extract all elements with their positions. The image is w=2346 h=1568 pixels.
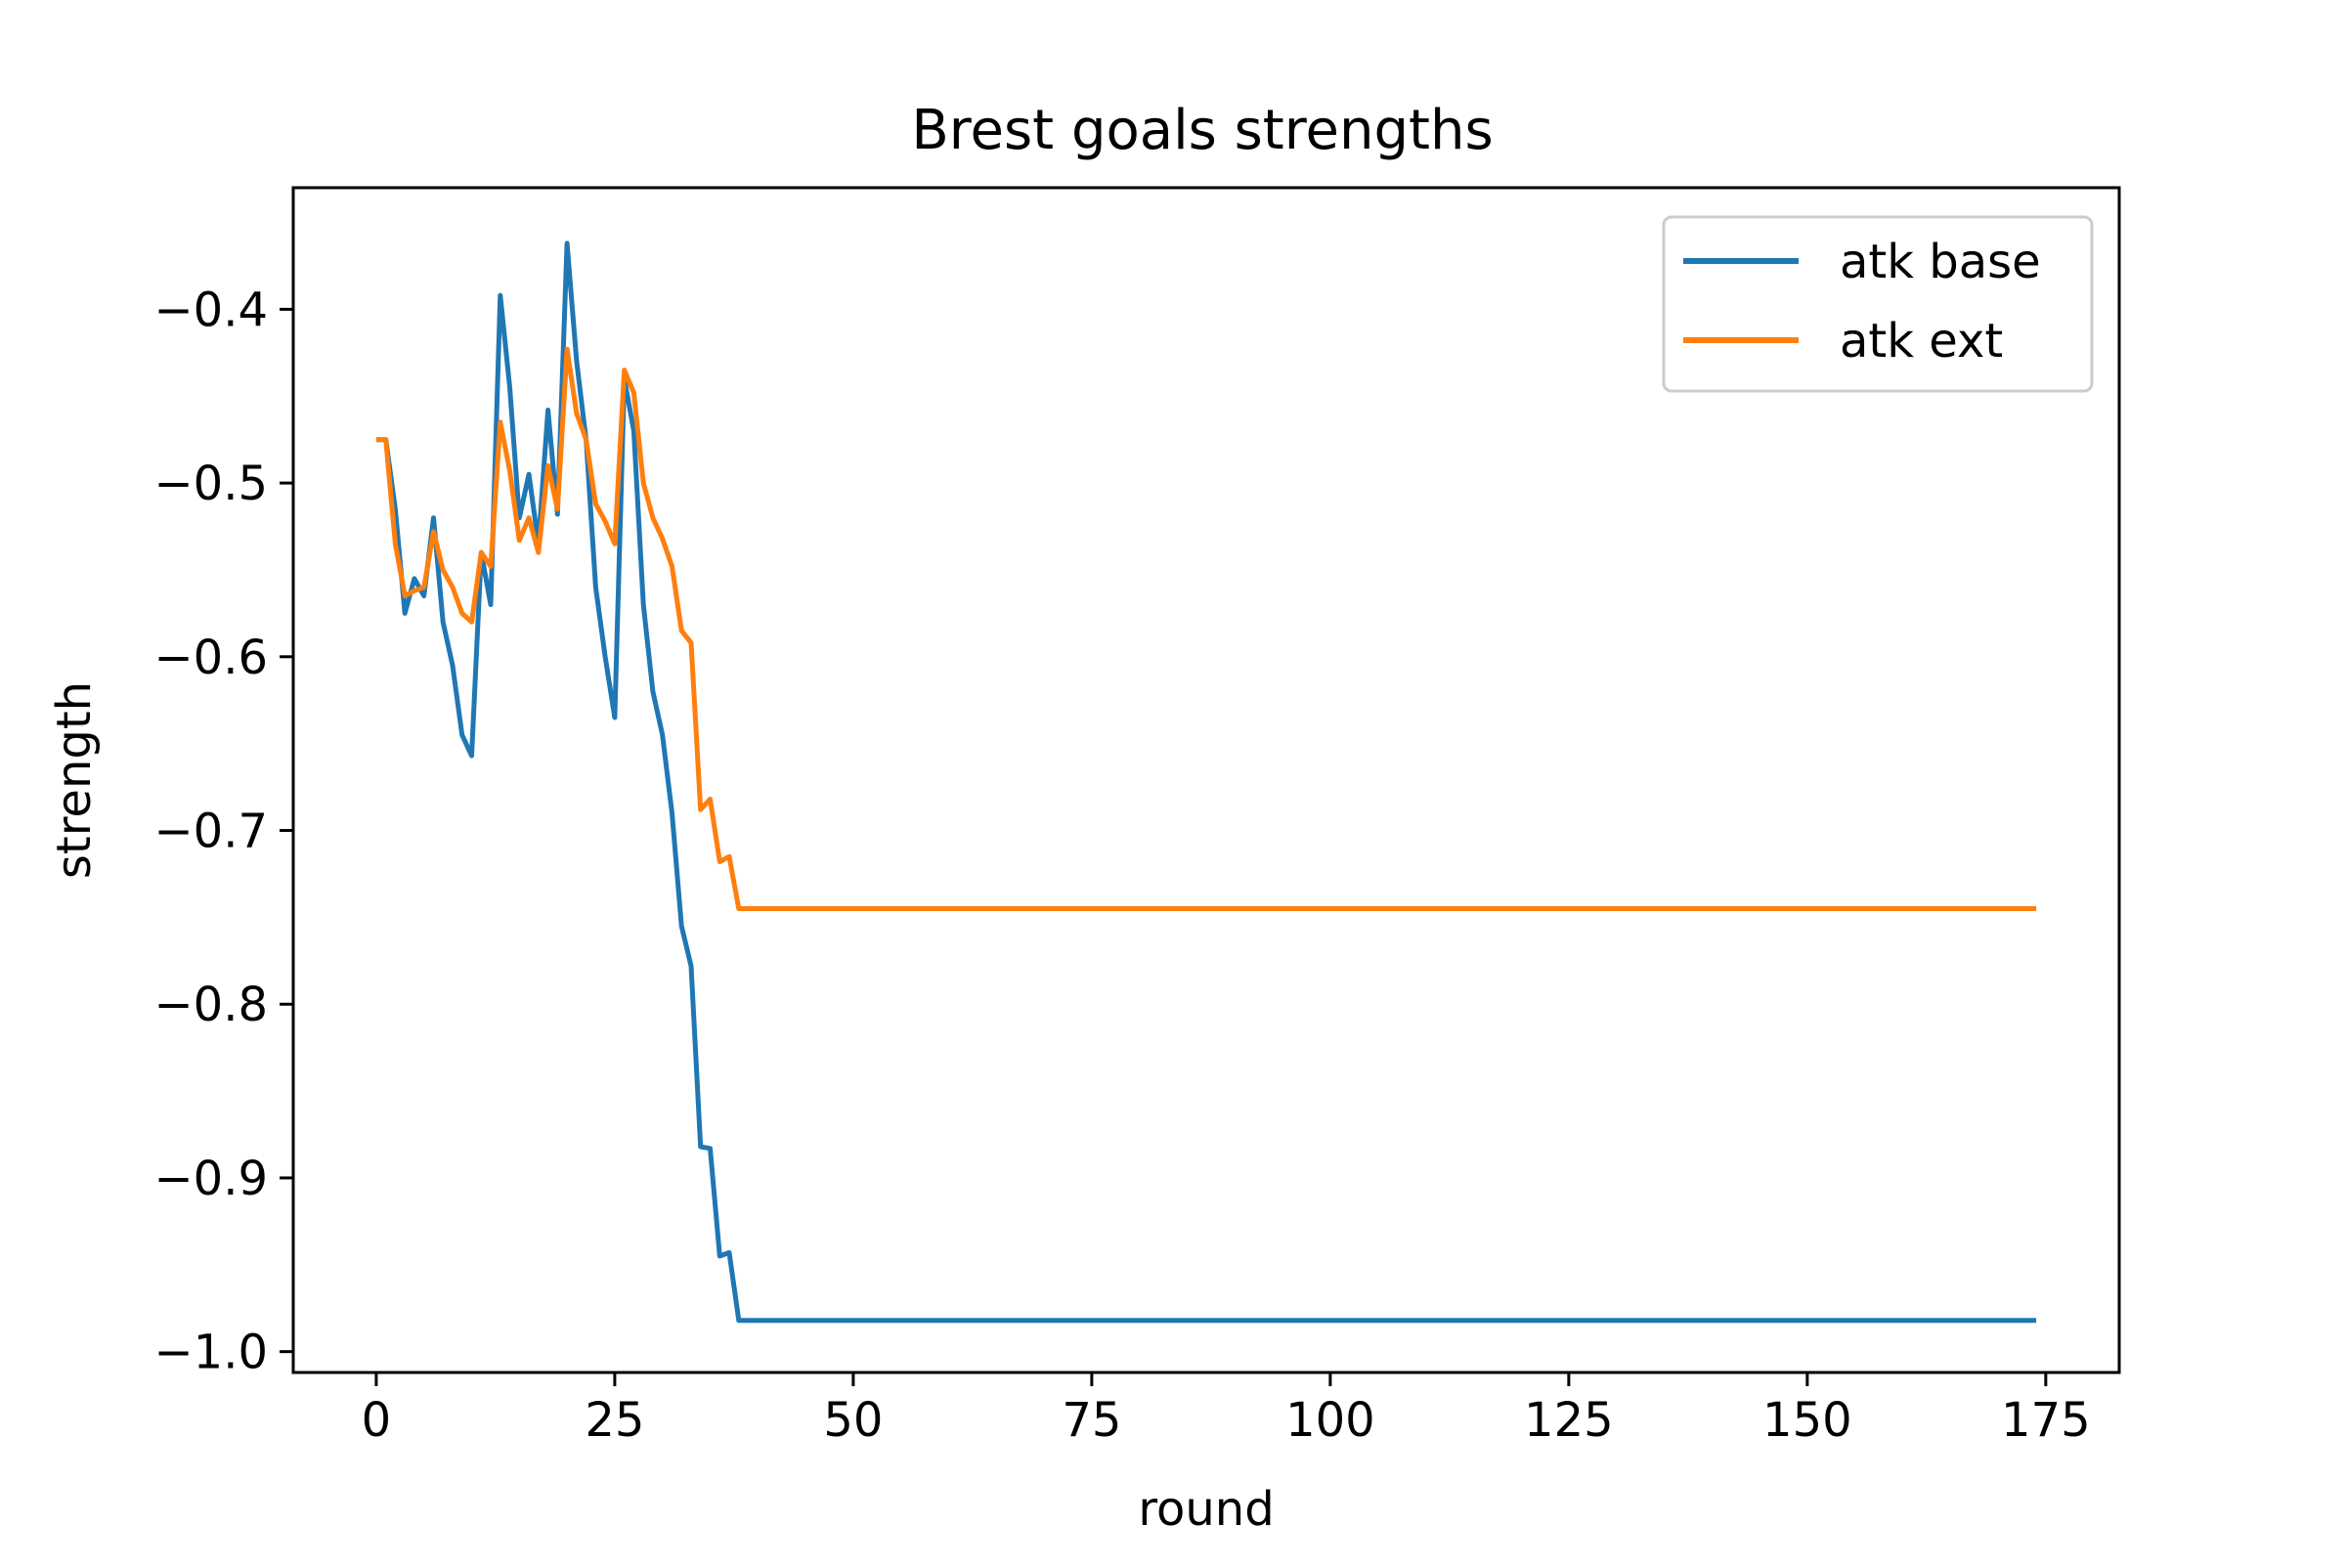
plot-frame (291, 186, 2121, 1374)
y-tick-label: −0.7 (153, 805, 268, 859)
x-tick-label: 0 (362, 1393, 392, 1448)
y-tick-label: −0.5 (153, 457, 268, 511)
x-tick-label: 50 (823, 1393, 883, 1448)
series-line-atk-ext (375, 346, 2037, 911)
x-tick-label: 75 (1062, 1393, 1121, 1448)
series-line-atk-base (375, 240, 2037, 1324)
legend-label-atk-ext: atk ext (1840, 314, 2003, 369)
y-tick-label: −0.4 (153, 283, 268, 337)
legend-label-atk-base: atk base (1840, 235, 2041, 289)
y-axis-label: strength (47, 681, 102, 879)
chart-title: Brest goals strengths (911, 99, 1493, 162)
x-tick-label: 100 (1285, 1393, 1375, 1448)
y-tick-label: −0.6 (153, 631, 268, 685)
x-tick-label: 175 (2001, 1393, 2091, 1448)
x-axis-ticks: 0 25 50 75 100 125 150 175 (362, 1372, 2091, 1448)
x-tick-label: 125 (1524, 1393, 1614, 1448)
y-tick-label: −1.0 (153, 1326, 268, 1380)
axes (291, 186, 2121, 1374)
y-axis-ticks: −1.0 −0.9 −0.8 −0.7 −0.6 −0.5 −0.4 (153, 283, 293, 1380)
y-tick-label: −0.9 (153, 1152, 268, 1206)
x-tick-label: 25 (585, 1393, 644, 1448)
x-axis-label: round (1138, 1482, 1274, 1537)
x-tick-label: 150 (1762, 1393, 1852, 1448)
plot-area (375, 240, 2037, 1324)
legend: atk base atk ext (1662, 215, 2094, 393)
y-tick-label: −0.8 (153, 978, 268, 1032)
